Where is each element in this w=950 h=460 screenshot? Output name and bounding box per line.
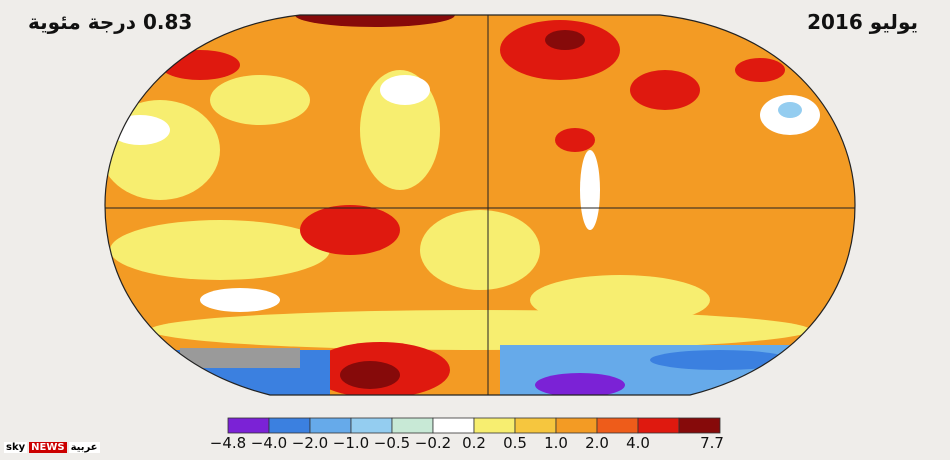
legend-label: −2.0 [292, 434, 328, 452]
logo-brand: sky [4, 442, 28, 453]
anomaly-label: 0.83 درجة مئوية [28, 10, 193, 34]
legend-label: −0.2 [415, 434, 451, 452]
legend-swatch [309, 417, 352, 434]
legend-swatch [555, 417, 598, 434]
legend-label: −0.5 [374, 434, 410, 452]
logo-arabic: عربية [68, 442, 100, 453]
color-legend: −4.8 −4.0 −2.0 −1.0 −0.5 −0.2 0.2 0.5 1.0 2.0 4.0 7… [210, 417, 724, 452]
legend-label: −4.8 [210, 434, 246, 452]
legend-label: 4.0 [626, 434, 650, 452]
legend-label: 7.7 [700, 434, 724, 452]
legend-label: −1.0 [333, 434, 369, 452]
legend-swatch [596, 417, 639, 434]
legend-label: 0.5 [503, 434, 527, 452]
legend-label: 2.0 [585, 434, 609, 452]
legend-label: 1.0 [544, 434, 568, 452]
logo-name: NEWS [29, 442, 67, 453]
legend-label: −4.0 [251, 434, 287, 452]
legend-swatch [432, 417, 475, 434]
temperature-field [105, 15, 855, 395]
legend-swatch [473, 417, 516, 434]
map-outline [104, 14, 856, 396]
legend-label: 0.2 [462, 434, 486, 452]
legend-swatch [514, 417, 557, 434]
legend-swatch [678, 417, 721, 434]
logo: sky NEWS عربية [4, 442, 100, 453]
date-label: يوليو 2016 [807, 10, 918, 34]
legend-swatch [391, 417, 434, 434]
legend-swatch [227, 417, 270, 434]
legend-swatch [350, 417, 393, 434]
legend-swatch [268, 417, 311, 434]
legend-swatch [637, 417, 680, 434]
